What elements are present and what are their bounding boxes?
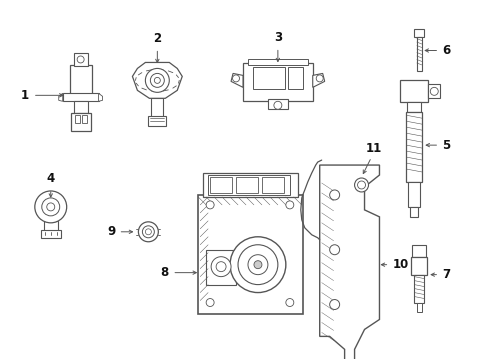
Bar (81, 115, 86, 123)
Bar (416, 302, 421, 312)
Text: 11: 11 (365, 142, 381, 155)
Bar (413, 275, 424, 302)
Bar (206, 250, 236, 285)
Bar (243, 63, 312, 101)
Bar (416, 37, 421, 71)
Text: 2: 2 (153, 32, 161, 45)
Circle shape (150, 73, 164, 87)
Polygon shape (132, 62, 182, 98)
Circle shape (206, 201, 214, 209)
Bar (41, 230, 61, 238)
Bar (410, 257, 427, 275)
Text: 3: 3 (273, 31, 282, 44)
Text: 8: 8 (160, 266, 168, 279)
Circle shape (145, 229, 151, 235)
Bar (210, 177, 232, 193)
Bar (411, 245, 426, 257)
Circle shape (145, 68, 169, 92)
Circle shape (329, 245, 339, 255)
Bar (74, 54, 87, 67)
Bar (203, 173, 297, 197)
Bar (69, 66, 91, 95)
Bar (406, 112, 422, 182)
Circle shape (273, 101, 281, 109)
Circle shape (357, 181, 365, 189)
Polygon shape (312, 73, 324, 87)
Circle shape (247, 255, 267, 275)
Circle shape (142, 226, 154, 238)
Text: 9: 9 (107, 225, 115, 238)
Circle shape (216, 262, 225, 272)
Bar (236, 177, 258, 193)
Text: 5: 5 (441, 139, 449, 152)
Circle shape (41, 198, 60, 216)
Bar (409, 207, 417, 217)
Circle shape (285, 298, 293, 306)
Circle shape (316, 75, 323, 82)
Circle shape (211, 257, 230, 276)
Circle shape (229, 237, 285, 293)
Circle shape (253, 261, 262, 269)
Circle shape (329, 190, 339, 200)
Bar (151, 98, 163, 118)
Bar (407, 182, 420, 207)
Bar (252, 67, 285, 89)
Bar (413, 28, 424, 37)
Circle shape (232, 75, 239, 82)
Bar (427, 84, 439, 98)
Bar (267, 99, 287, 109)
Bar (75, 115, 80, 123)
Bar (148, 116, 166, 126)
Circle shape (35, 191, 66, 223)
Circle shape (206, 298, 214, 306)
Circle shape (354, 178, 368, 192)
Polygon shape (99, 93, 102, 101)
Circle shape (77, 56, 84, 63)
Bar (74, 101, 87, 113)
Bar (62, 93, 99, 101)
Circle shape (154, 77, 160, 84)
Circle shape (429, 87, 437, 95)
Text: 10: 10 (392, 258, 408, 271)
Text: 1: 1 (20, 89, 29, 102)
Circle shape (138, 222, 158, 242)
Polygon shape (319, 165, 379, 360)
Bar (198, 195, 302, 315)
Circle shape (285, 201, 293, 209)
Bar (262, 177, 283, 193)
Bar (400, 80, 427, 102)
Polygon shape (230, 73, 243, 87)
Bar (407, 102, 421, 112)
Bar (287, 67, 302, 89)
Text: 6: 6 (441, 44, 449, 57)
Circle shape (47, 203, 55, 211)
Bar (247, 59, 307, 66)
Text: 7: 7 (441, 268, 449, 281)
Bar (44, 221, 58, 231)
Circle shape (329, 300, 339, 310)
Text: 4: 4 (46, 172, 55, 185)
Bar (208, 175, 289, 195)
Circle shape (238, 245, 277, 285)
Bar (71, 113, 90, 131)
Polygon shape (59, 93, 62, 101)
